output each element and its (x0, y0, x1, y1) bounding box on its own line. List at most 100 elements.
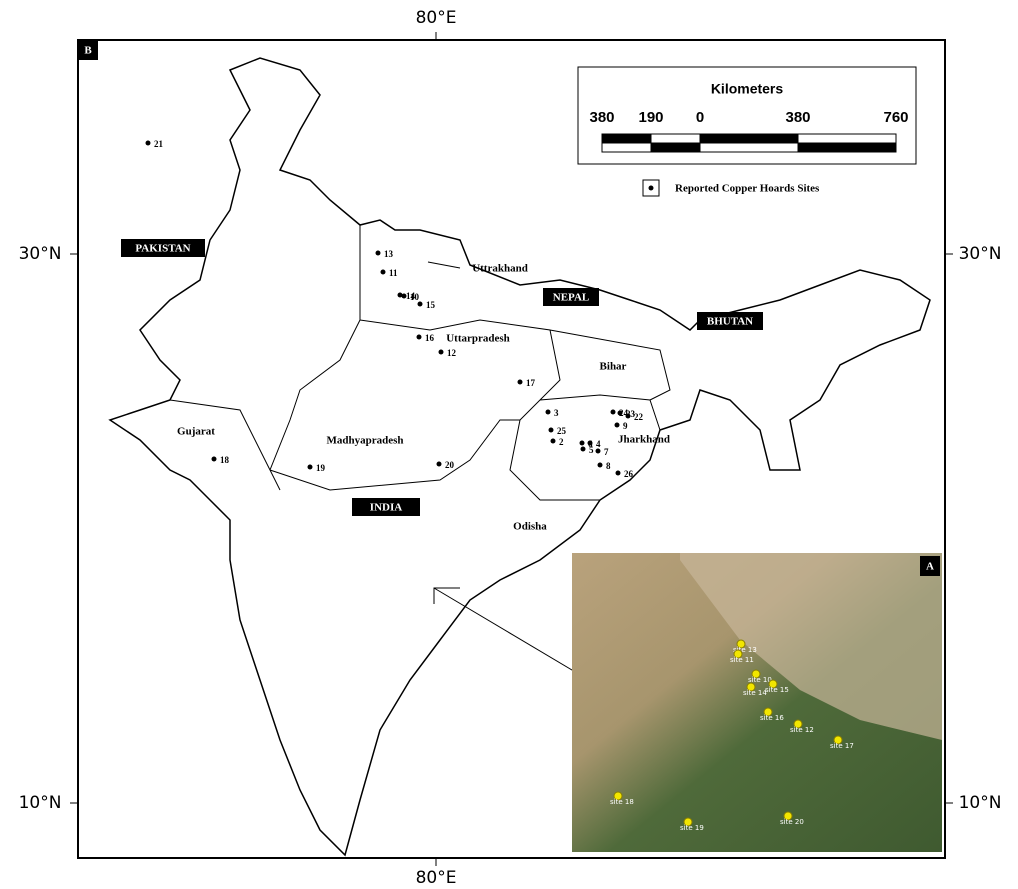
state-label: Madhyapradesh (326, 435, 403, 447)
inset-pin (683, 817, 693, 827)
site-marker (614, 422, 620, 428)
scale-tick-label: 380 (785, 109, 810, 126)
site-label: 9 (623, 421, 628, 431)
site-marker (417, 301, 423, 307)
site-label: 4 (596, 439, 601, 449)
site-label: 2 (559, 437, 564, 447)
inset-label: site 17 (830, 742, 854, 750)
inset-label: site 10 (748, 676, 772, 684)
country-label: INDIA (370, 502, 402, 514)
site-label: 10 (410, 292, 420, 302)
site-marker (211, 456, 217, 462)
country-label: PAKISTAN (135, 243, 190, 255)
site-marker (615, 470, 621, 476)
site-marker (580, 446, 586, 452)
site-marker (579, 440, 585, 446)
site-marker (401, 293, 407, 299)
site-label: 21 (154, 139, 164, 149)
country-label-box (697, 312, 763, 330)
scale-tick-label: 0 (696, 109, 704, 126)
country-label-box (543, 288, 599, 306)
inset-label: site 11 (730, 656, 754, 664)
site-marker (438, 349, 444, 355)
panel-label: B (84, 45, 92, 57)
state-label: Jharkhand (618, 434, 670, 446)
country-label-box (352, 498, 420, 516)
himalaya-region (680, 553, 942, 740)
site-label: 12 (447, 348, 457, 358)
site-label: 8 (606, 461, 611, 471)
axis-ticks (70, 32, 953, 866)
inset-label: site 14 (743, 689, 767, 697)
site-label: 15 (426, 300, 436, 310)
site-label: 20 (445, 460, 455, 470)
country-label-box (121, 239, 205, 257)
country-label: NEPAL (553, 292, 589, 304)
axis-label: 80°E (416, 8, 457, 28)
india-outline (108, 57, 931, 857)
site-marker (548, 427, 554, 433)
legend-marker-box (642, 179, 660, 197)
site-marker (625, 413, 631, 419)
legend-marker (648, 185, 654, 191)
axis-label: 30°N (19, 244, 62, 264)
inset-pin (793, 719, 803, 729)
axis-label: 30°N (959, 244, 1002, 264)
site-marker (375, 250, 381, 256)
inset-pin (733, 649, 743, 659)
site-marker (145, 140, 151, 146)
state-label: Gujarat (177, 426, 215, 438)
scale-tick-label: 190 (638, 109, 663, 126)
site-label: 13 (384, 249, 394, 259)
state-borders (169, 225, 671, 501)
site-label: 16 (425, 333, 435, 343)
site-marker (545, 409, 551, 415)
inset-pin (783, 811, 793, 821)
panel-a-box (920, 556, 940, 576)
site-marker (397, 292, 403, 298)
axis-label: 10°N (959, 793, 1002, 813)
site-marker (597, 462, 603, 468)
site-marker (595, 448, 601, 454)
site-marker (380, 269, 386, 275)
scale-bar (601, 133, 897, 153)
site-marker (587, 440, 593, 446)
axis-label: 80°E (416, 868, 457, 888)
arrow (427, 261, 461, 269)
inset-pointer-corner (433, 587, 460, 604)
site-label: 14 (406, 291, 416, 301)
inset-pin (746, 682, 756, 692)
site-marker (617, 410, 623, 416)
state-label: Odisha (513, 521, 547, 533)
inset-pin (751, 669, 761, 679)
inset-label: site 13 (733, 646, 757, 654)
site-label: 7 (604, 447, 609, 457)
site-label: 3 (554, 408, 559, 418)
site-label: 25 (557, 426, 567, 436)
country-label: BHUTAN (707, 316, 753, 328)
inset-pin (763, 707, 773, 717)
site-label: 24 (619, 408, 629, 418)
panel-b-box (78, 40, 98, 60)
site-label: 26 (624, 469, 634, 479)
site-marker (416, 334, 422, 340)
inset-label: site 12 (790, 726, 814, 734)
inset-pin (768, 679, 778, 689)
inset-pin (736, 639, 746, 649)
site-label: 22 (634, 412, 644, 422)
state-label: Uttrakhand (472, 263, 528, 275)
site-marker (610, 409, 616, 415)
legend-label: Reported Copper Hoards Sites (675, 183, 820, 195)
site-label: 11 (389, 268, 398, 278)
panel-label: A (926, 561, 934, 573)
site-label: 18 (220, 455, 230, 465)
inset-label: site 18 (610, 798, 634, 806)
scale-tick-label: 380 (589, 109, 614, 126)
site-marker (436, 461, 442, 467)
state-label: Uttarpradesh (446, 333, 510, 345)
scale-tick-label: 760 (883, 109, 908, 126)
scale-title: Kilometers (711, 81, 784, 97)
site-label: 17 (526, 378, 536, 388)
